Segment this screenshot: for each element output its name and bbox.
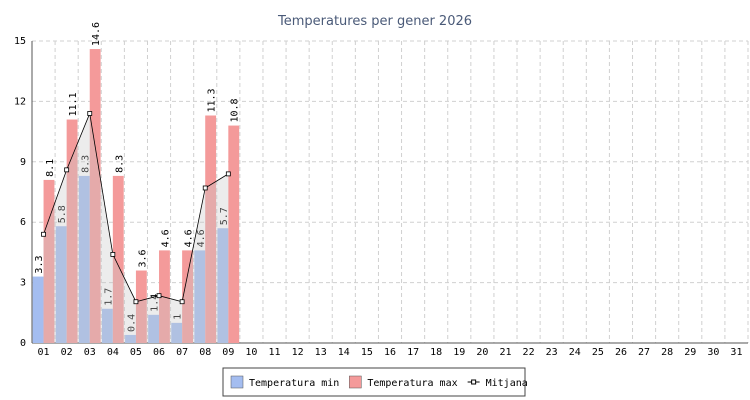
x-tick-label: 12: [292, 347, 304, 358]
chart-title: Temperatures per gener 2026: [277, 14, 472, 29]
value-label: 3.3: [34, 255, 45, 273]
bar: [101, 308, 113, 343]
bar: [148, 314, 160, 343]
x-tick-label: 31: [730, 347, 742, 358]
value-label: 1: [173, 314, 184, 320]
y-tick-label: 15: [14, 36, 26, 47]
x-tick-label: 28: [661, 347, 673, 358]
y-tick-label: 6: [20, 217, 26, 228]
value-label: 14.6: [91, 22, 102, 46]
line-marker: [225, 171, 231, 177]
x-tick-label: 07: [176, 347, 188, 358]
x-tick-label: 13: [315, 347, 327, 358]
y-tick-label: 9: [20, 157, 26, 168]
x-tick-label: 18: [430, 347, 442, 358]
bar: [194, 250, 206, 343]
x-tick-label: 05: [130, 347, 142, 358]
x-tick-label: 09: [222, 347, 234, 358]
value-label: 5.7: [219, 207, 230, 225]
x-tick-label: 06: [153, 347, 165, 358]
value-label: 11.1: [68, 92, 79, 116]
x-tick-label: 24: [569, 347, 581, 358]
value-label: 4.6: [160, 229, 171, 247]
x-tick-label: 15: [361, 347, 373, 358]
x-tick-label: 03: [84, 347, 96, 358]
bar: [78, 175, 90, 343]
value-label: 5.8: [57, 205, 68, 223]
x-tick-label: 30: [707, 347, 719, 358]
value-label: 10.8: [230, 98, 241, 122]
value-label: 0.4: [127, 314, 138, 332]
bar: [171, 322, 183, 343]
line-area: [43, 113, 229, 343]
x-tick-label: 02: [61, 347, 73, 358]
legend-label: Temperatura max: [367, 378, 457, 389]
bar: [205, 115, 217, 343]
x-tick-label: 19: [453, 347, 465, 358]
x-tick-label: 22: [523, 347, 535, 358]
x-tick-label: 10: [245, 347, 257, 358]
x-tick-label: 25: [592, 347, 604, 358]
x-tick-label: 17: [407, 347, 419, 358]
x-tick-label: 29: [684, 347, 696, 358]
value-label: 8.3: [114, 155, 125, 173]
value-label: 8.3: [80, 155, 91, 173]
x-tick-label: 26: [615, 347, 627, 358]
bar: [228, 125, 240, 343]
y-tick-label: 0: [20, 338, 26, 349]
value-label: 4.6: [196, 229, 207, 247]
bar: [135, 270, 147, 343]
bar: [89, 49, 101, 343]
bar: [55, 226, 67, 343]
x-tick-label: 16: [384, 347, 396, 358]
line-marker: [179, 299, 185, 305]
legend-swatch: [349, 375, 362, 389]
line-marker: [87, 111, 93, 116]
value-label: 4.6: [184, 229, 195, 247]
bar: [66, 119, 78, 344]
value-label: 1.4: [150, 294, 161, 312]
line-marker: [110, 252, 116, 257]
legend-swatch: [471, 379, 477, 385]
x-tick-label: 14: [338, 347, 350, 358]
value-label: 11.3: [207, 88, 218, 112]
bar: [182, 250, 193, 343]
value-label: 8.1: [45, 159, 56, 177]
line-marker: [133, 299, 139, 305]
x-tick-label: 27: [638, 347, 650, 358]
line-marker: [202, 185, 208, 191]
line-marker: [156, 293, 162, 299]
value-label: 1.7: [103, 288, 114, 306]
bar: [217, 228, 229, 343]
x-tick-label: 21: [499, 347, 511, 358]
x-tick-label: 20: [476, 347, 488, 358]
legend-label: Mitjana: [486, 378, 528, 389]
value-label: 3.6: [137, 249, 148, 267]
x-tick-label: 08: [199, 347, 211, 358]
bar: [112, 175, 124, 343]
line-marker: [64, 167, 70, 173]
x-tick-label: 04: [107, 347, 119, 358]
x-tick-label: 01: [38, 347, 50, 358]
x-tick-label: 23: [546, 347, 558, 358]
line-marker: [41, 231, 46, 237]
bar: [43, 179, 55, 343]
bar: [32, 276, 44, 343]
legend-swatch: [230, 375, 244, 389]
y-tick-label: 12: [14, 96, 26, 107]
bar: [125, 334, 136, 343]
y-tick-label: 3: [20, 278, 26, 289]
legend-label: Temperatura min: [249, 378, 339, 389]
x-tick-label: 11: [268, 347, 280, 358]
